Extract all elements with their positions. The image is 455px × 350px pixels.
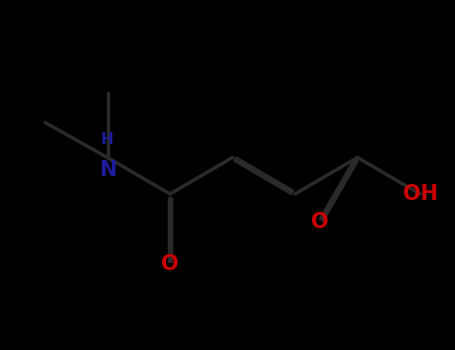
Text: O: O — [311, 212, 329, 232]
Text: OH: OH — [403, 184, 438, 204]
Text: N: N — [99, 160, 116, 180]
Text: H: H — [101, 132, 114, 147]
Text: O: O — [161, 254, 179, 274]
